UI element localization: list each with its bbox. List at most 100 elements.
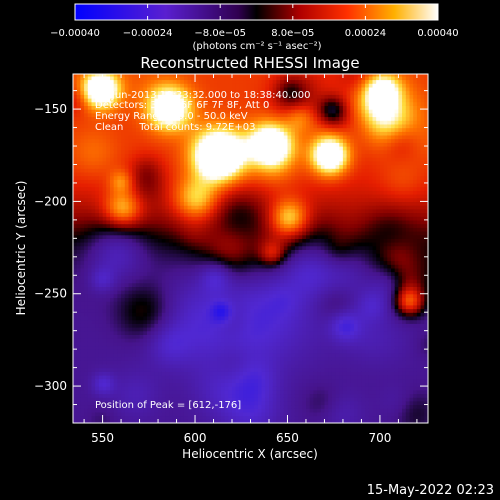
heatmap-cell	[183, 367, 189, 372]
heatmap-cell	[73, 334, 78, 339]
heatmap-cell	[195, 242, 200, 247]
heatmap-cell	[195, 94, 200, 99]
heatmap-cell	[198, 127, 203, 132]
heatmap-cell	[217, 323, 222, 328]
colorbar-tick-label: 0.00040	[417, 28, 458, 39]
heatmap-cell	[84, 290, 89, 295]
heatmap-cell	[135, 253, 141, 258]
heatmap-cell	[183, 275, 189, 280]
heatmap-cell	[169, 238, 174, 243]
heatmap-cell	[213, 341, 218, 347]
heatmap-cell	[87, 297, 93, 302]
heatmap-cell	[128, 223, 133, 228]
heatmap-cell	[124, 242, 130, 247]
heatmap-cell	[243, 290, 248, 295]
heatmap-cell	[102, 227, 107, 232]
heatmap-cell	[161, 245, 167, 250]
heatmap-cell	[209, 371, 215, 376]
heatmap-cell	[232, 349, 237, 354]
heatmap-cell	[239, 123, 244, 129]
heatmap-cell	[235, 153, 240, 158]
heatmap-cell	[202, 415, 207, 420]
heatmap-cell	[117, 182, 122, 188]
heatmap-cell	[206, 356, 211, 361]
heatmap-cell	[243, 297, 248, 302]
heatmap-cell	[187, 212, 192, 217]
heatmap-cell	[147, 301, 152, 306]
heatmap-cell	[172, 157, 178, 162]
heatmap-cell	[110, 234, 115, 239]
heatmap-cell	[98, 279, 104, 284]
heatmap-cell	[261, 400, 266, 406]
heatmap-cell	[183, 105, 189, 110]
heatmap-cell	[176, 74, 181, 77]
heatmap-cell	[143, 415, 148, 420]
heatmap-cell	[106, 157, 111, 162]
heatmap-cell	[209, 260, 215, 265]
heatmap-cell	[110, 160, 115, 166]
heatmap-cell	[202, 371, 207, 376]
heatmap-cell	[165, 175, 170, 180]
heatmap-cell	[220, 146, 226, 151]
heatmap-cell	[98, 74, 104, 77]
heatmap-cell	[84, 179, 89, 184]
heatmap-cell	[180, 242, 185, 247]
heatmap-cell	[150, 79, 155, 84]
heatmap-cell	[135, 194, 141, 199]
heatmap-cell	[265, 411, 270, 417]
heatmap-cell	[124, 411, 130, 417]
heatmap-cell	[206, 86, 211, 92]
heatmap-cell	[187, 282, 192, 287]
heatmap-cell	[135, 279, 141, 284]
heatmap-cell	[180, 105, 185, 110]
heatmap-cell	[87, 382, 93, 387]
heatmap-cell	[150, 208, 155, 214]
heatmap-cell	[76, 190, 81, 195]
heatmap-cell	[102, 290, 107, 295]
heatmap-cell	[213, 386, 218, 391]
heatmap-cell	[235, 79, 240, 84]
heatmap-cell	[161, 234, 167, 239]
heatmap-cell	[154, 282, 159, 287]
heatmap-cell	[80, 397, 85, 402]
heatmap-cell	[235, 345, 240, 350]
heatmap-cell	[158, 234, 163, 239]
heatmap-cell	[172, 363, 178, 369]
heatmap-cell	[73, 411, 78, 417]
heatmap-cell	[202, 279, 207, 284]
heatmap-cell	[257, 179, 263, 184]
heatmap-cell	[117, 157, 122, 162]
heatmap-cell	[198, 397, 203, 402]
heatmap-cell	[191, 101, 196, 106]
heatmap-cell	[202, 375, 207, 380]
heatmap-cell	[132, 330, 137, 335]
heatmap-cell	[206, 116, 211, 121]
heatmap-cell	[150, 312, 155, 317]
heatmap-cell	[209, 127, 215, 132]
heatmap-cell	[113, 290, 118, 295]
heatmap-cell	[257, 400, 263, 406]
heatmap-cell	[250, 149, 255, 154]
heatmap-cell	[143, 182, 148, 188]
heatmap-cell	[110, 415, 115, 420]
heatmap-cell	[261, 90, 266, 95]
heatmap-cell	[246, 74, 252, 77]
heatmap-cell	[98, 312, 104, 317]
heatmap-cell	[143, 271, 148, 276]
heatmap-cell	[250, 127, 255, 132]
heatmap-cell	[191, 345, 196, 350]
heatmap-cell	[224, 327, 229, 332]
heatmap-cell	[169, 149, 174, 154]
heatmap-cell	[158, 304, 163, 310]
heatmap-cell	[261, 397, 266, 402]
heatmap-cell	[265, 323, 270, 328]
heatmap-cell	[124, 304, 130, 310]
heatmap-cell	[139, 205, 144, 210]
heatmap-cell	[117, 201, 122, 206]
heatmap-cell	[202, 282, 207, 287]
heatmap-cell	[113, 404, 118, 409]
heatmap-cell	[80, 315, 85, 321]
heatmap-cell	[106, 386, 111, 391]
heatmap-cell	[261, 238, 266, 243]
heatmap-cell	[172, 315, 178, 321]
